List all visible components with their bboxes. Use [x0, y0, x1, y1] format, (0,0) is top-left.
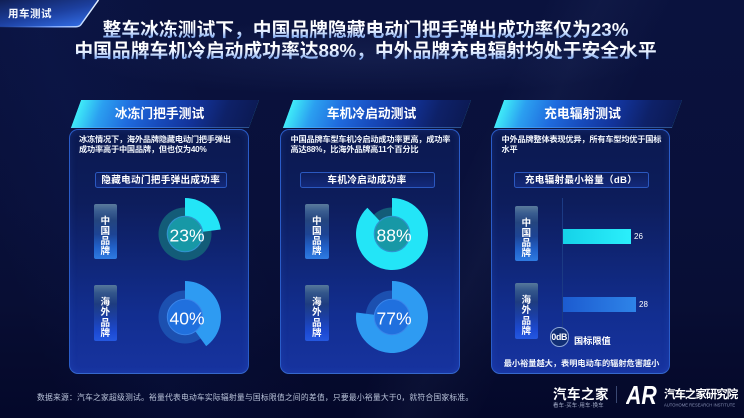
- svg-text:AR: AR: [626, 385, 657, 407]
- svg-text:40%: 40%: [169, 309, 204, 329]
- svg-text:88%: 88%: [376, 225, 411, 245]
- svg-text:23%: 23%: [169, 225, 204, 245]
- svg-text:77%: 77%: [376, 309, 411, 329]
